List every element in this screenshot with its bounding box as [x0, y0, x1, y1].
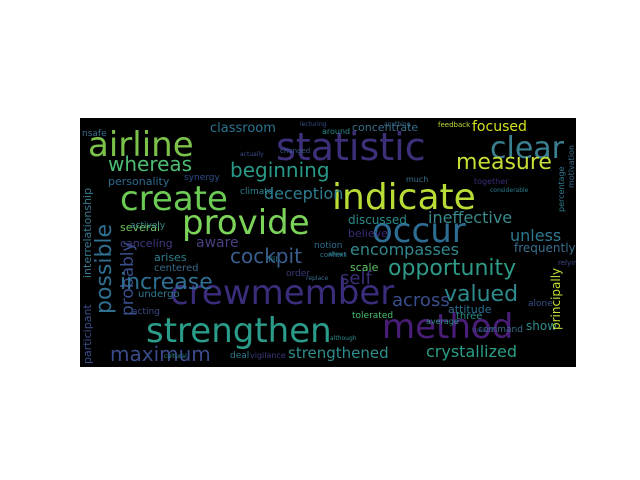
word: encompasses	[350, 240, 459, 259]
word: notion	[314, 241, 343, 251]
word: feedback	[438, 121, 471, 129]
word: increase	[120, 270, 213, 295]
word: deal	[230, 351, 250, 361]
word: anything	[384, 121, 411, 128]
word: focused	[472, 119, 527, 135]
word: actively	[130, 221, 166, 231]
word: statistic	[276, 125, 426, 169]
word: context	[320, 251, 347, 259]
word: measure	[456, 150, 552, 175]
word: undergo	[138, 289, 180, 300]
word: maximum	[110, 342, 211, 366]
word: create	[120, 179, 228, 219]
word: frequently	[514, 241, 576, 255]
word: deception	[264, 184, 344, 203]
word: replace	[306, 275, 329, 282]
word: interrelationship	[81, 187, 94, 278]
word: fill	[268, 255, 278, 264]
word: believe	[348, 227, 388, 240]
word: personality	[108, 175, 170, 188]
word: nsafe	[82, 129, 107, 139]
word: acting	[132, 307, 160, 317]
word: arises	[154, 251, 187, 264]
word: valued	[444, 282, 519, 307]
word: much	[406, 175, 429, 184]
word: classroom	[210, 121, 276, 136]
word: airline	[88, 125, 194, 165]
word: relying	[558, 259, 576, 267]
word: clear	[490, 131, 565, 166]
word: scale	[350, 261, 379, 274]
word: strengthen	[146, 311, 332, 351]
word: order	[286, 269, 310, 279]
word: participant	[81, 304, 94, 364]
word: possible	[92, 223, 117, 314]
word: average	[426, 317, 459, 326]
word: command	[478, 325, 523, 335]
word: considerable	[490, 187, 529, 194]
word: motivation	[567, 144, 576, 188]
word: crewmember	[170, 273, 395, 313]
word: cultural	[164, 353, 187, 360]
word: attitude	[448, 303, 492, 316]
word: although	[330, 335, 357, 342]
word: three	[456, 311, 483, 322]
word: concentrate	[352, 121, 419, 134]
word: indicate	[332, 177, 476, 218]
word: centered	[154, 263, 199, 274]
word-cloud: airline statistic clear create indicate …	[80, 118, 576, 367]
word: beginning	[230, 158, 330, 182]
word: lecturing	[300, 121, 327, 128]
word: cockpit	[230, 244, 302, 268]
word: climate	[240, 187, 274, 197]
word: method	[382, 307, 514, 347]
word: whereas	[108, 152, 193, 176]
word: actually	[240, 151, 264, 158]
word: toward	[472, 327, 493, 334]
word: allows	[328, 251, 347, 258]
word: strengthened	[288, 344, 389, 362]
word: around	[322, 127, 351, 136]
word: provide	[182, 203, 310, 243]
word: synergy	[184, 173, 220, 183]
word: together	[474, 177, 509, 186]
word: several	[120, 221, 161, 234]
word: ineffective	[428, 208, 513, 227]
word: canceling	[120, 237, 173, 250]
word: vigilance	[250, 351, 286, 360]
word: show	[526, 319, 558, 333]
word: across	[392, 290, 450, 311]
word: tolerated	[352, 311, 394, 321]
word: discussed	[348, 213, 407, 227]
word: aware	[196, 235, 239, 251]
word: self	[340, 268, 372, 289]
word: alone	[528, 299, 553, 309]
word: occur	[372, 211, 466, 251]
word: changed	[280, 147, 311, 155]
word: percentage	[557, 166, 566, 212]
word: unless	[510, 226, 562, 245]
word: opportunity	[388, 256, 517, 281]
word: crystallized	[426, 342, 517, 361]
